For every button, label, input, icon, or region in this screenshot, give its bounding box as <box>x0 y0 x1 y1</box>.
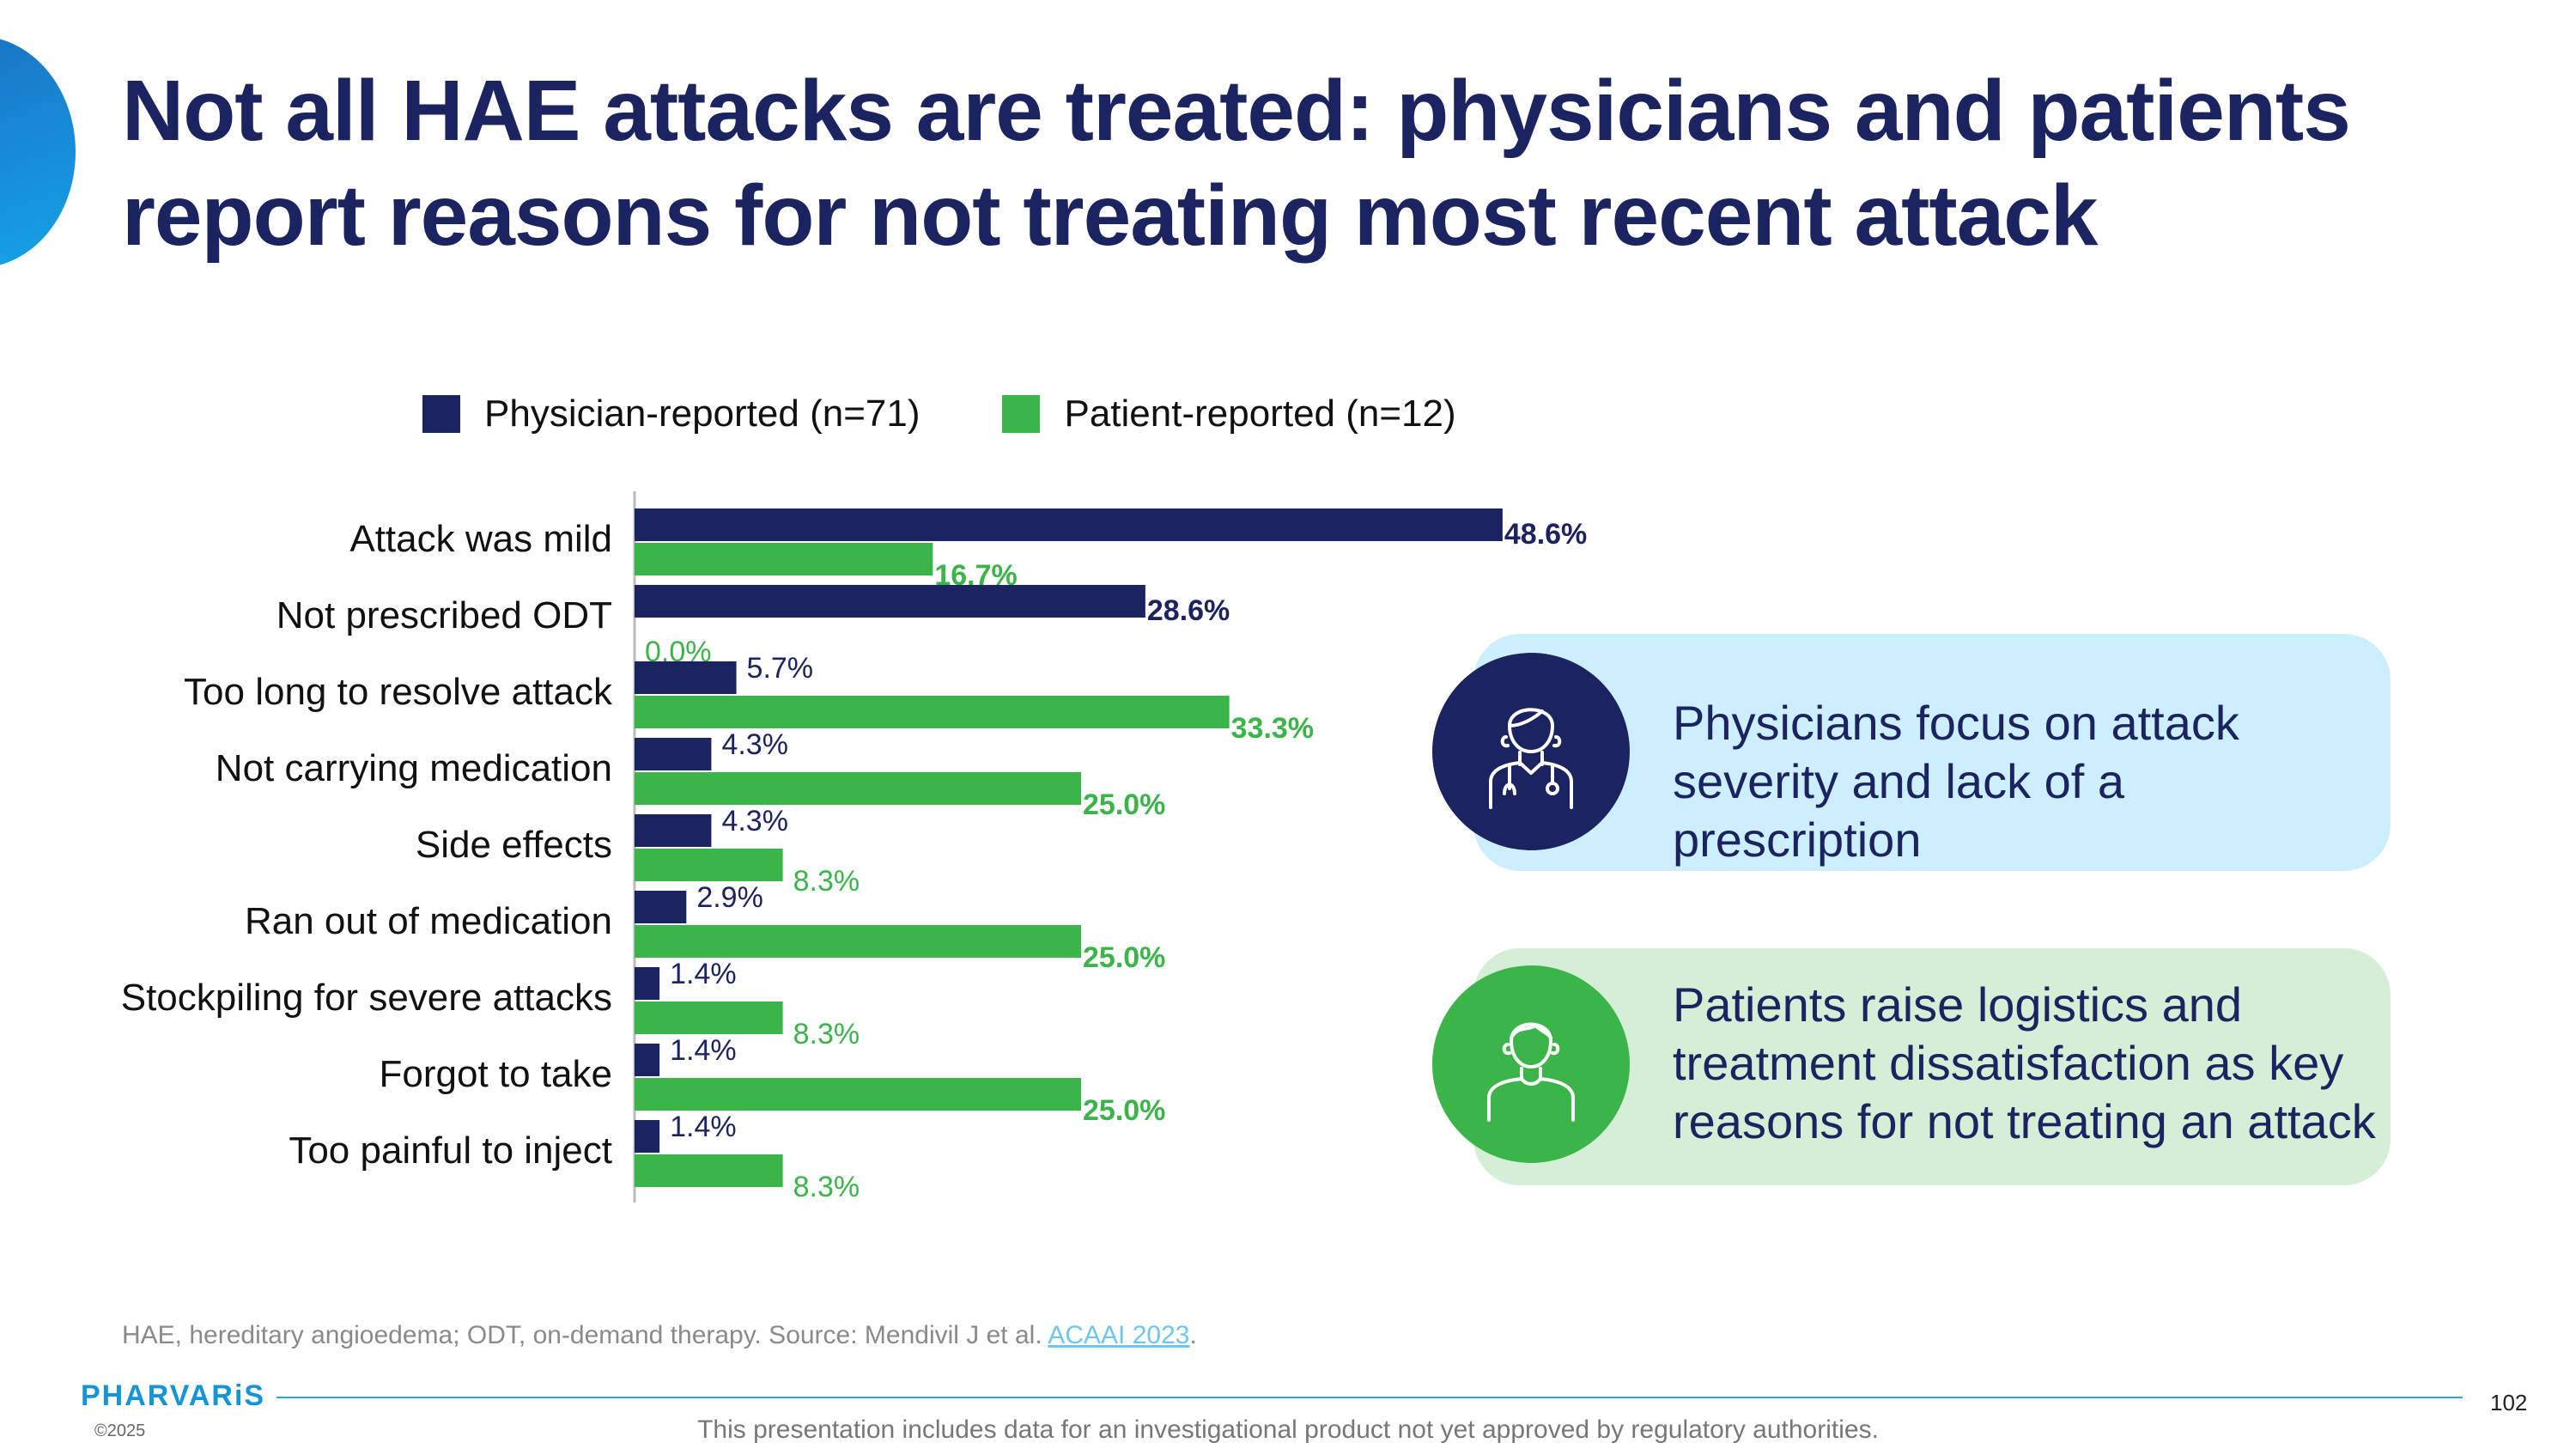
legend-label-patient: Patient-reported (n=12) <box>1064 393 1456 435</box>
category-label: Stockpiling for severe attacks <box>121 977 612 1019</box>
legend-swatch-patient <box>1002 395 1041 433</box>
physician-value-label: 4.3% <box>721 728 788 761</box>
physician-value-label: 5.7% <box>747 652 814 685</box>
physician-value-label: 2.9% <box>696 881 763 914</box>
physician-callout-text: Physicians focus on attack severity and … <box>1673 696 2239 867</box>
category-label: Side effects <box>416 824 612 866</box>
legend-item-patient: Patient-reported (n=12) <box>1002 393 1456 435</box>
category-label: Not prescribed ODT <box>276 594 612 636</box>
category-label: Too painful to inject <box>289 1129 612 1172</box>
physician-value-label: 4.3% <box>721 805 788 837</box>
legend-swatch-physician <box>422 395 460 433</box>
patient-value-label: 8.3% <box>793 1171 860 1203</box>
physician-value-label: 1.4% <box>670 1111 737 1143</box>
patient-value-label: 25.0% <box>1083 941 1165 974</box>
patient-value-label: 8.3% <box>793 865 860 898</box>
physician-bar <box>635 585 1145 618</box>
physician-icon <box>1432 653 1630 850</box>
physician-bar <box>635 814 712 847</box>
chart-legend: Physician-reported (n=71) Patient-report… <box>422 388 1539 440</box>
physician-value-label: 28.6% <box>1147 594 1230 627</box>
category-label: Ran out of medication <box>245 900 612 942</box>
physician-bar <box>635 967 660 1000</box>
footer-divider <box>276 1397 2463 1398</box>
physician-bar <box>635 661 737 694</box>
patient-value-label: 25.0% <box>1083 788 1165 821</box>
patient-bar <box>635 543 933 575</box>
footnote: HAE, hereditary angioedema; ODT, on-dema… <box>122 1321 1197 1350</box>
patient-bar <box>635 1002 783 1034</box>
physician-bar <box>635 1120 660 1153</box>
category-label: Not carrying medication <box>216 747 612 789</box>
physician-bar <box>635 738 712 770</box>
legend-item-physician: Physician-reported (n=71) <box>422 393 920 435</box>
footnote-end: . <box>1189 1321 1197 1349</box>
category-label: Too long to resolve attack <box>184 671 613 713</box>
footnote-text: HAE, hereditary angioedema; ODT, on-dema… <box>122 1321 1048 1349</box>
physician-bar <box>635 508 1503 541</box>
patient-bar <box>635 1078 1081 1111</box>
physician-value-label: 48.6% <box>1504 518 1587 551</box>
patient-callout-text: Patients raise logistics and treatment d… <box>1673 977 2376 1148</box>
page-number: 102 <box>2490 1390 2528 1416</box>
disclaimer: This presentation includes data for an i… <box>697 1416 1879 1444</box>
physician-bar <box>635 1044 660 1076</box>
patient-bar <box>635 696 1230 728</box>
patient-value-label: 8.3% <box>793 1018 860 1050</box>
patient-value-label: 33.3% <box>1231 712 1314 745</box>
patient-icon <box>1432 965 1630 1163</box>
company-logo: PHARVARiS <box>81 1379 266 1412</box>
legend-label-physician: Physician-reported (n=71) <box>484 393 920 435</box>
patient-bar <box>635 1154 783 1187</box>
patient-bar <box>635 925 1081 958</box>
physician-bar <box>635 891 687 923</box>
physician-value-label: 1.4% <box>670 1034 737 1067</box>
patient-bar <box>635 849 783 881</box>
patient-bar <box>635 772 1081 805</box>
source-link[interactable]: ACAAI 2023 <box>1048 1321 1190 1349</box>
category-label: Forgot to take <box>380 1053 612 1095</box>
category-label: Attack was mild <box>349 518 612 560</box>
page-title: Not all HAE attacks are treated: physici… <box>122 63 2351 264</box>
patient-value-label: 25.0% <box>1083 1094 1165 1127</box>
physician-value-label: 1.4% <box>670 958 737 990</box>
copyright: ©2025 <box>94 1422 146 1440</box>
